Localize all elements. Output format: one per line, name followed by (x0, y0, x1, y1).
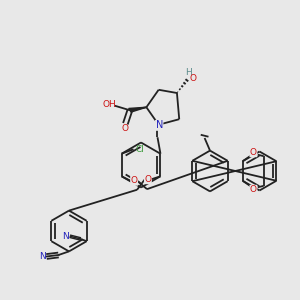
Text: N: N (39, 252, 46, 261)
Text: N: N (155, 120, 163, 130)
Polygon shape (129, 107, 146, 112)
Text: OH: OH (102, 100, 116, 109)
Text: H: H (185, 68, 191, 77)
Text: O: O (250, 185, 257, 194)
Text: Cl: Cl (136, 145, 145, 154)
Text: O: O (190, 74, 197, 82)
Text: O: O (122, 124, 129, 133)
Text: O: O (144, 175, 152, 184)
Text: N: N (62, 232, 69, 241)
Text: O: O (130, 176, 138, 185)
Text: O: O (250, 148, 257, 157)
